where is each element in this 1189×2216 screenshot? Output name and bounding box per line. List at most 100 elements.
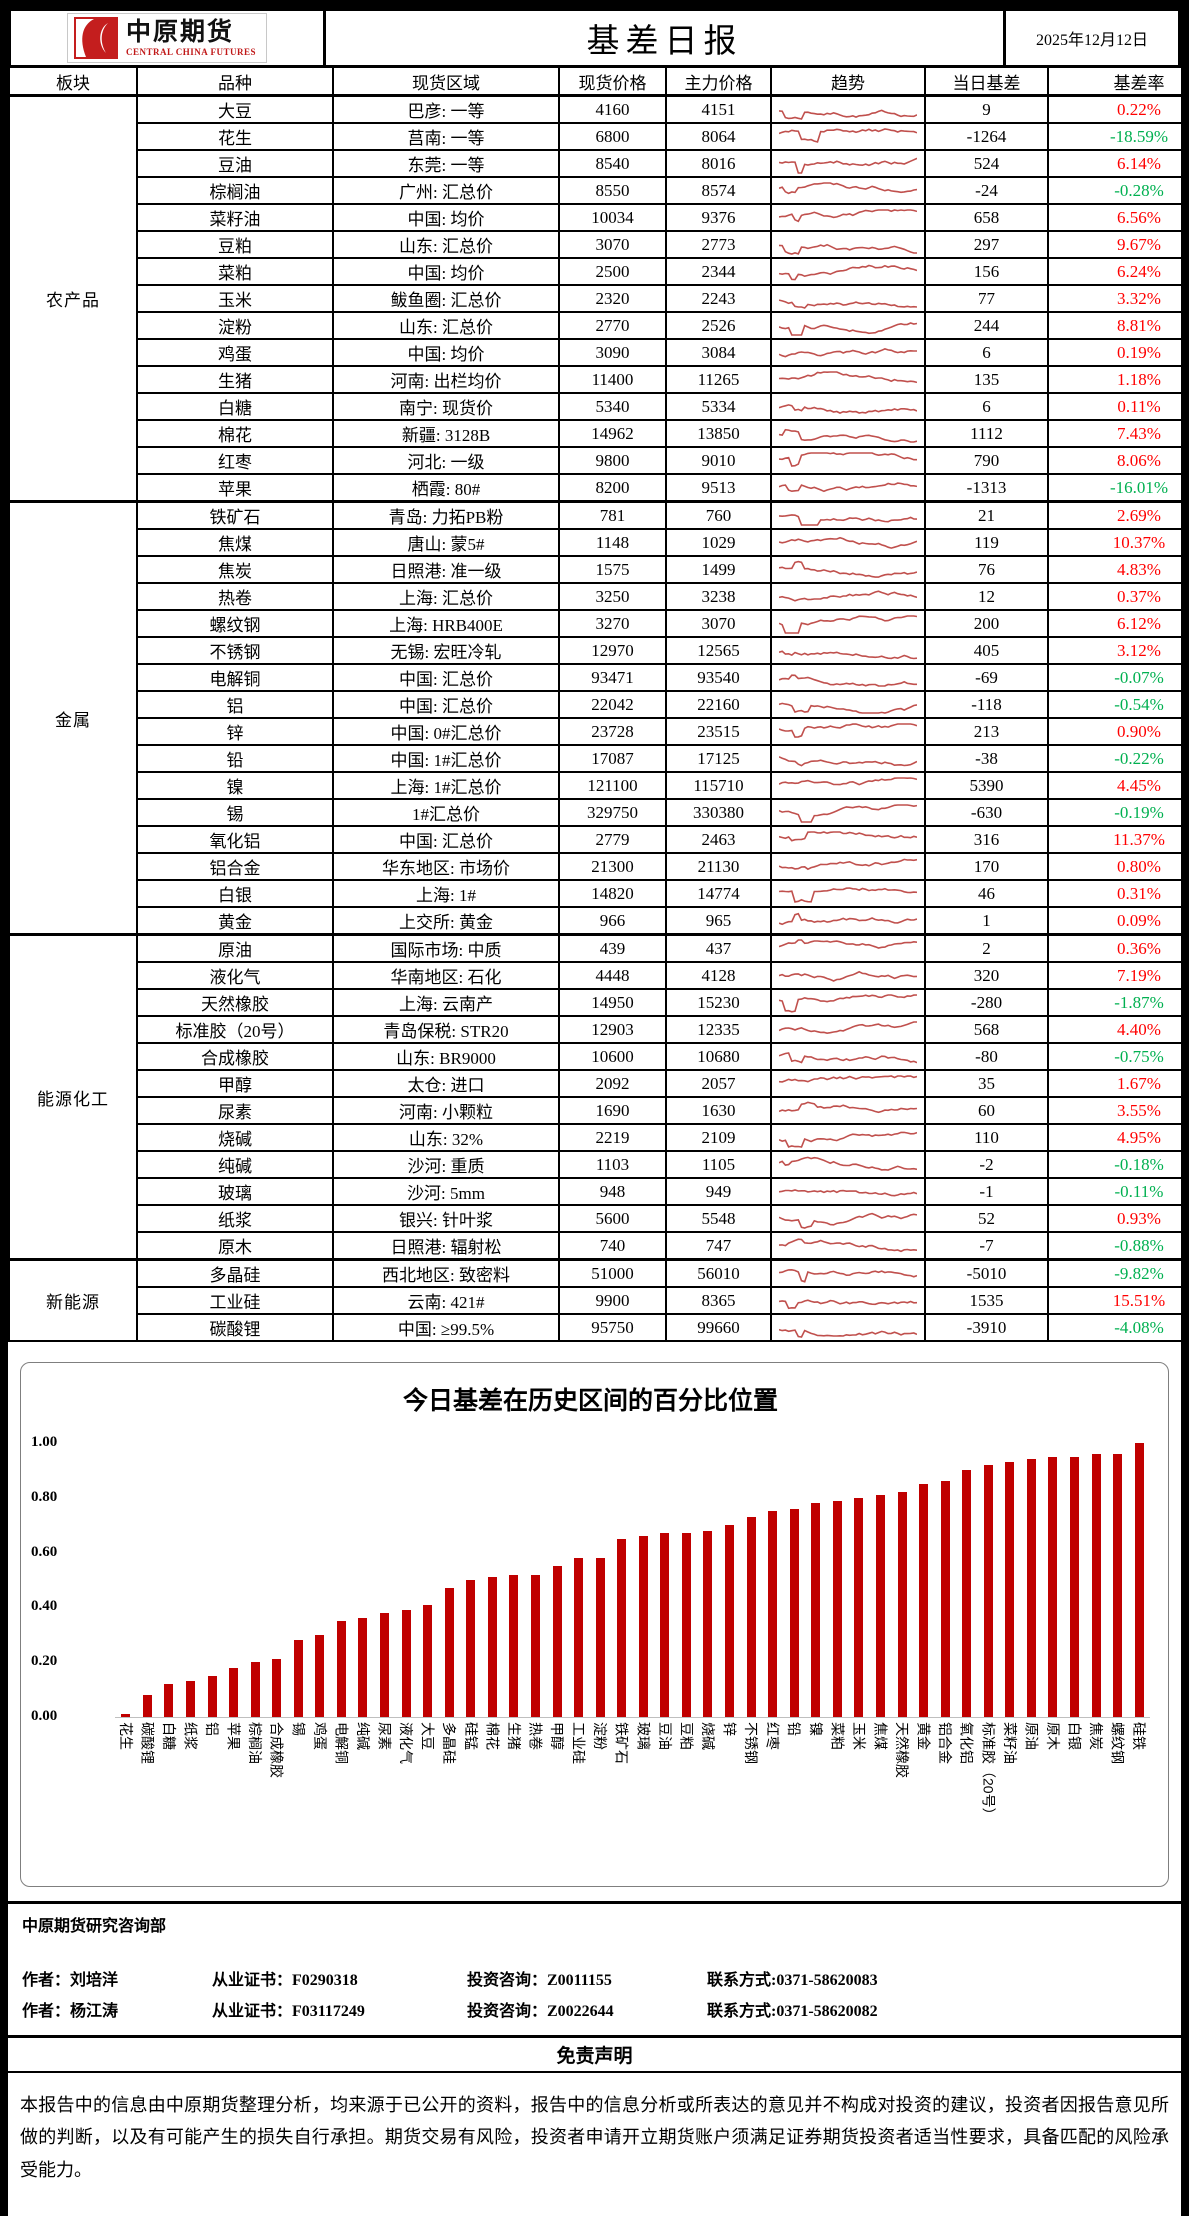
spot-price: 9900 bbox=[558, 1286, 667, 1315]
daily-basis: 76 bbox=[924, 555, 1049, 584]
basis-rate: -0.07% bbox=[1047, 663, 1189, 692]
basis-rate: 10.37% bbox=[1047, 528, 1189, 557]
basis-rate: 8.06% bbox=[1047, 446, 1189, 475]
table-row: 天然橡胶 上海: 云南产 14950 15230 -280 -1.87% bbox=[9, 988, 1189, 1017]
spot-price: 14962 bbox=[558, 419, 667, 448]
spot-region: 上海: HRB400E bbox=[332, 609, 560, 638]
main-price: 2526 bbox=[665, 311, 772, 340]
column-header: 现货价格 bbox=[558, 65, 667, 97]
daily-basis: 9 bbox=[924, 94, 1049, 124]
main-price: 115710 bbox=[665, 771, 772, 800]
basis-rate: 4.45% bbox=[1047, 771, 1189, 800]
main-price: 17125 bbox=[665, 744, 772, 773]
trend-sparkline bbox=[779, 1131, 917, 1148]
trend-cell bbox=[770, 230, 926, 259]
table-row: 尿素 河南: 小颗粒 1690 1630 60 3.55% bbox=[9, 1096, 1189, 1125]
bar bbox=[509, 1575, 519, 1717]
table-row: 烧碱 山东: 32% 2219 2109 110 4.95% bbox=[9, 1123, 1189, 1152]
daily-basis: 200 bbox=[924, 609, 1049, 638]
bar bbox=[940, 1481, 950, 1717]
main-price: 12565 bbox=[665, 636, 772, 665]
table-row: 碳酸锂 中国: ≥99.5% 95750 99660 -3910 -4.08% bbox=[9, 1313, 1189, 1342]
x-axis-label: 硅锰 bbox=[462, 1722, 479, 1750]
basis-rate: -0.19% bbox=[1047, 798, 1189, 827]
spot-price: 1148 bbox=[558, 528, 667, 557]
main-price: 10680 bbox=[665, 1042, 772, 1071]
x-axis-label: 原木 bbox=[1044, 1722, 1061, 1750]
table-row: 铅中国: 1#汇总价 17087 17125 -38 -0.22% bbox=[9, 744, 1189, 773]
bar bbox=[121, 1714, 131, 1717]
trend-cell bbox=[770, 1150, 926, 1179]
spot-region: 上海: 1# bbox=[332, 879, 560, 908]
trend-cell bbox=[770, 528, 926, 557]
spot-price: 9800 bbox=[558, 446, 667, 475]
main-price: 2773 bbox=[665, 230, 772, 259]
daily-basis: -5010 bbox=[924, 1258, 1049, 1288]
commodity-name: 原油 bbox=[136, 933, 334, 963]
table-header-row: 板块 品种 现货区域 现货价格 主力价格 趋势 当日基差 基差率 bbox=[8, 65, 1189, 97]
trend-sparkline bbox=[779, 702, 917, 714]
bar bbox=[164, 1684, 174, 1717]
investment-advisory-no: 投资咨询：Z0011155 bbox=[467, 1972, 612, 1989]
trend-sparkline bbox=[779, 451, 917, 467]
trend-sparkline bbox=[779, 1298, 917, 1309]
spot-region: 中国: 均价 bbox=[332, 257, 560, 286]
bar bbox=[315, 1635, 325, 1717]
main-price: 4151 bbox=[665, 94, 772, 124]
main-price: 330380 bbox=[665, 798, 772, 827]
x-axis-label: 液化气 bbox=[398, 1722, 415, 1764]
daily-basis: 1 bbox=[924, 906, 1049, 936]
commodity-name: 铝 bbox=[136, 690, 334, 719]
x-axis-label: 玉米 bbox=[850, 1722, 867, 1750]
x-axis-label: 甲醇 bbox=[549, 1722, 566, 1750]
trend-sparkline bbox=[779, 157, 917, 174]
table-row: 合成橡胶 山东: BR9000 10600 10680 -80 -0.75% bbox=[9, 1042, 1189, 1071]
trend-cell bbox=[770, 1313, 926, 1342]
table-row: 金属 铁矿石 青岛: 力拓PB粉 781 760 21 2.69% bbox=[8, 500, 1189, 936]
trend-sparkline bbox=[779, 776, 917, 785]
table-row: 玉米 鲅鱼圈: 汇总价 2320 2243 77 3.32% bbox=[9, 284, 1189, 313]
trend-cell bbox=[770, 582, 926, 611]
main-price: 14774 bbox=[665, 879, 772, 908]
spot-price: 1103 bbox=[558, 1150, 667, 1179]
commodity-name: 生猪 bbox=[136, 365, 334, 394]
commodity-name: 豆粕 bbox=[136, 230, 334, 259]
spot-region: 唐山: 蒙5# bbox=[332, 528, 560, 557]
daily-basis: -118 bbox=[924, 690, 1049, 719]
commodity-name: 热卷 bbox=[136, 582, 334, 611]
table-row: 红枣 河北: 一级 9800 9010 790 8.06% bbox=[9, 446, 1189, 475]
spot-price: 3070 bbox=[558, 230, 667, 259]
daily-basis: -280 bbox=[924, 988, 1049, 1017]
spot-region: 栖霞: 80# bbox=[332, 473, 560, 503]
trend-sparkline bbox=[779, 298, 917, 309]
sector-label: 新能源 bbox=[8, 1258, 138, 1342]
main-price: 8064 bbox=[665, 122, 772, 151]
trend-cell bbox=[770, 690, 926, 719]
basis-rate: 0.09% bbox=[1047, 906, 1189, 936]
disclaimer-text: 本报告中的信息由中原期货整理分析，均来源于已公开的资料，报告中的信息分析或所表达… bbox=[20, 2095, 1169, 2180]
x-axis-label: 铝合金 bbox=[937, 1722, 954, 1764]
spot-price: 10034 bbox=[558, 203, 667, 232]
commodity-name: 菜粕 bbox=[136, 257, 334, 286]
column-header: 板块 bbox=[8, 65, 138, 97]
x-axis-label: 天然橡胶 bbox=[894, 1722, 911, 1778]
daily-basis: 524 bbox=[924, 149, 1049, 178]
basis-rate: 2.69% bbox=[1047, 500, 1189, 530]
spot-region: 云南: 421# bbox=[332, 1286, 560, 1315]
spot-region: 鲅鱼圈: 汇总价 bbox=[332, 284, 560, 313]
commodity-name: 纸浆 bbox=[136, 1204, 334, 1233]
bar bbox=[466, 1580, 476, 1717]
x-axis-label: 烧碱 bbox=[699, 1722, 716, 1750]
spot-price: 95750 bbox=[558, 1313, 667, 1342]
bar bbox=[638, 1536, 648, 1717]
daily-basis: 297 bbox=[924, 230, 1049, 259]
bar bbox=[897, 1492, 907, 1717]
percentile-chart: 今日基差在历史区间的百分比位置 0.00 0.20 0.40 0.60 0.80 1.00… bbox=[20, 1362, 1169, 1887]
basis-rate: 0.11% bbox=[1047, 392, 1189, 421]
basis-daily-report: 中原期货 CENTRAL CHINA FUTURES 基差日报 2025年12月… bbox=[8, 8, 1189, 2216]
x-axis-label: 硅铁 bbox=[1131, 1722, 1148, 1750]
basis-rate: 0.36% bbox=[1047, 933, 1189, 963]
basis-rate: 0.37% bbox=[1047, 582, 1189, 611]
table-row: 菜籽油 中国: 均价 10034 9376 658 6.56% bbox=[9, 203, 1189, 232]
trend-cell bbox=[770, 717, 926, 746]
